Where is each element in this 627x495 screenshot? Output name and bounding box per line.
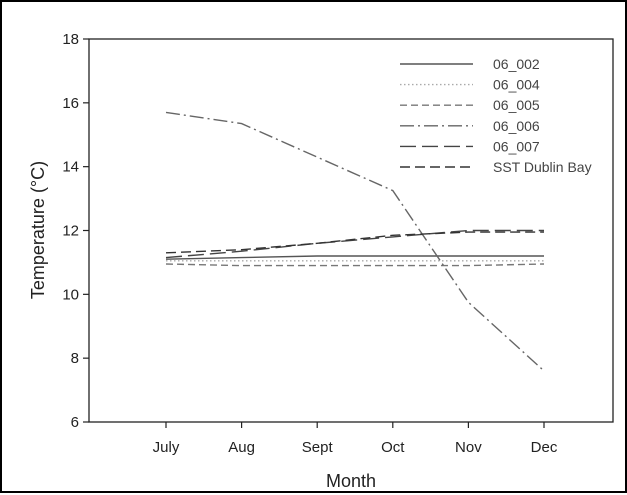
y-tick-label: 6 [71,414,79,431]
legend-label: 06_002 [493,56,540,72]
y-tick-label: 10 [62,286,79,303]
series-line-4 [165,229,544,259]
x-tick-label: Sept [302,439,334,456]
legend-label: 06_007 [493,138,540,154]
y-tick-label: 18 [62,31,79,48]
x-tick-label: July [153,439,180,456]
x-tick-label: Nov [455,439,482,456]
y-tick-label: 12 [62,223,79,240]
y-tick-label: 14 [62,159,79,176]
series-line-3 [165,111,545,372]
series-line-5 [165,231,544,254]
y-tick-label: 8 [71,350,79,367]
legend-label: 06_004 [493,77,540,93]
y-axis: 6 8 10 12 14 16 18 [62,31,89,431]
x-tick-label: Oct [381,439,405,456]
series-line-0 [165,255,544,260]
x-axis-title: Month [326,471,376,491]
legend-label: 06_005 [493,97,540,113]
y-axis-title: Temperature (°C) [28,161,48,299]
x-tick-label: Dec [531,439,558,456]
x-axis: July Aug Sept Oct Nov Dec [153,422,558,456]
series-lines [165,111,545,372]
series-line-2 [165,263,545,267]
legend-label: 06_006 [493,118,540,134]
y-tick-label: 16 [62,95,79,112]
legend-label: SST Dublin Bay [493,159,592,175]
legend: 06_002 06_004 06_005 06_006 06_007 SST Dublin… [400,56,592,175]
x-tick-label: Aug [228,439,255,456]
